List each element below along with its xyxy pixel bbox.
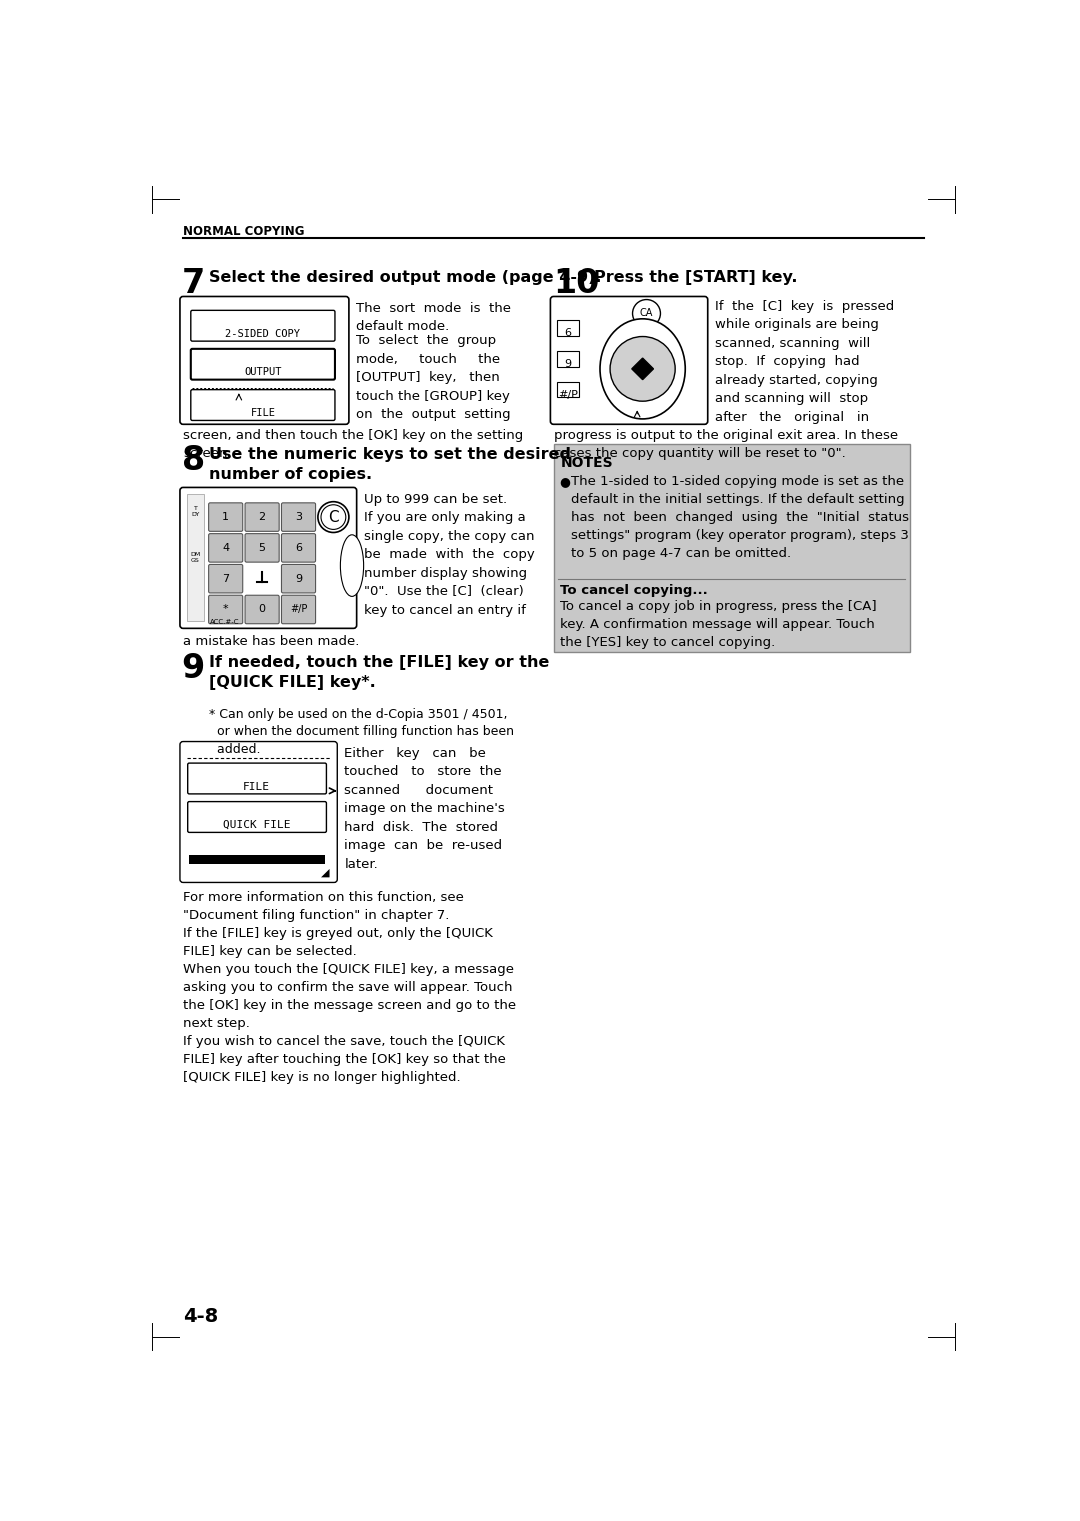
- Text: FILE: FILE: [251, 408, 275, 418]
- Text: 4-8: 4-8: [183, 1307, 218, 1326]
- Text: 4: 4: [222, 543, 229, 554]
- Circle shape: [318, 502, 349, 532]
- Text: If  the  [C]  key  is  pressed
while originals are being
scanned, scanning  will: If the [C] key is pressed while original…: [715, 300, 894, 423]
- Circle shape: [321, 505, 346, 529]
- Text: To  select  the  group
mode,     touch     the
[OUTPUT]  key,   then
touch the [: To select the group mode, touch the [OUT…: [356, 335, 511, 421]
- Text: NOTES: NOTES: [562, 456, 613, 470]
- Text: QUICK FILE: QUICK FILE: [222, 820, 291, 830]
- Text: 3: 3: [295, 513, 302, 522]
- Text: 2-SIDED COPY: 2-SIDED COPY: [226, 329, 300, 339]
- FancyBboxPatch shape: [180, 297, 349, 424]
- Text: 8: 8: [181, 444, 205, 478]
- Circle shape: [610, 336, 675, 402]
- Text: OUTPUT: OUTPUT: [244, 367, 282, 377]
- FancyBboxPatch shape: [188, 764, 326, 794]
- FancyBboxPatch shape: [245, 503, 279, 531]
- Text: 2: 2: [258, 513, 266, 522]
- Text: FILE: FILE: [243, 782, 270, 791]
- Text: CA: CA: [639, 307, 653, 318]
- Text: Use the numeric keys to set the desired
number of copies.: Use the numeric keys to set the desired …: [210, 447, 571, 482]
- FancyBboxPatch shape: [191, 389, 335, 420]
- Text: T
DY: T DY: [191, 506, 200, 517]
- Text: Select the desired output mode (page 4-9).: Select the desired output mode (page 4-9…: [210, 271, 602, 286]
- Text: The  sort  mode  is  the
default mode.: The sort mode is the default mode.: [356, 301, 511, 333]
- Text: * Can only be used on the d-Copia 3501 / 4501,
  or when the document filling fu: * Can only be used on the d-Copia 3501 /…: [210, 707, 514, 756]
- Text: 9: 9: [565, 359, 571, 370]
- Text: 6: 6: [565, 329, 571, 338]
- FancyBboxPatch shape: [208, 595, 243, 624]
- FancyBboxPatch shape: [208, 564, 243, 593]
- FancyBboxPatch shape: [282, 595, 315, 624]
- FancyBboxPatch shape: [554, 444, 910, 653]
- Bar: [187, 494, 204, 622]
- Text: Up to 999 can be set.
If you are only making a
single copy, the copy can
be  mad: Up to 999 can be set. If you are only ma…: [364, 493, 535, 618]
- FancyBboxPatch shape: [282, 534, 315, 563]
- Text: progress is output to the original exit area. In these
cases the copy quantity w: progress is output to the original exit …: [554, 429, 897, 461]
- Text: #/P: #/P: [558, 389, 578, 400]
- Text: To cancel copying...: To cancel copying...: [559, 584, 707, 598]
- Bar: [189, 855, 325, 864]
- Text: If needed, touch the [FILE] key or the
[QUICK FILE] key*.: If needed, touch the [FILE] key or the […: [210, 656, 550, 689]
- Text: The 1-sided to 1-sided copying mode is set as the
default in the initial setting: The 1-sided to 1-sided copying mode is s…: [570, 475, 908, 560]
- FancyBboxPatch shape: [282, 564, 315, 593]
- Text: NORMAL COPYING: NORMAL COPYING: [183, 225, 305, 237]
- FancyBboxPatch shape: [208, 534, 243, 563]
- Text: For more information on this function, see
"Document filing function" in chapter: For more information on this function, s…: [183, 891, 516, 1084]
- Text: a mistake has been made.: a mistake has been made.: [183, 634, 360, 648]
- Text: C: C: [328, 510, 339, 525]
- FancyBboxPatch shape: [180, 487, 356, 628]
- Ellipse shape: [340, 535, 364, 596]
- Text: 0: 0: [258, 604, 266, 614]
- Text: 6: 6: [295, 543, 302, 554]
- Text: DM
GS: DM GS: [190, 552, 201, 563]
- FancyBboxPatch shape: [245, 534, 279, 563]
- Polygon shape: [632, 357, 653, 380]
- FancyBboxPatch shape: [191, 310, 335, 341]
- Text: ●: ●: [559, 475, 570, 488]
- FancyBboxPatch shape: [551, 297, 707, 424]
- Circle shape: [633, 300, 661, 327]
- FancyBboxPatch shape: [282, 503, 315, 531]
- Ellipse shape: [600, 319, 685, 418]
- Text: 5: 5: [258, 543, 266, 554]
- Text: 9: 9: [181, 653, 205, 686]
- FancyBboxPatch shape: [188, 802, 326, 832]
- FancyBboxPatch shape: [208, 503, 243, 531]
- Circle shape: [232, 394, 245, 406]
- Text: Either   key   can   be
touched   to   store  the
scanned      document
image on: Either key can be touched to store the s…: [345, 747, 505, 872]
- Text: ACC.#-C: ACC.#-C: [211, 619, 240, 625]
- Text: screen, and then touch the [OK] key on the setting
screen.: screen, and then touch the [OK] key on t…: [183, 429, 524, 461]
- Text: 7: 7: [181, 268, 205, 300]
- Text: Press the [START] key.: Press the [START] key.: [594, 271, 797, 286]
- Text: *: *: [222, 604, 229, 614]
- Text: 9: 9: [295, 573, 302, 584]
- Bar: [557, 321, 579, 336]
- Text: 7: 7: [222, 573, 229, 584]
- Text: ◢: ◢: [321, 868, 329, 878]
- Text: To cancel a copy job in progress, press the [CA]
key. A confirmation message wil: To cancel a copy job in progress, press …: [559, 599, 876, 649]
- Text: 10: 10: [554, 268, 599, 300]
- Bar: [557, 351, 579, 367]
- Bar: [557, 382, 579, 397]
- FancyBboxPatch shape: [180, 742, 337, 882]
- FancyBboxPatch shape: [245, 595, 279, 624]
- FancyBboxPatch shape: [191, 348, 335, 380]
- Text: 1: 1: [222, 513, 229, 522]
- Text: #/P: #/P: [289, 604, 307, 614]
